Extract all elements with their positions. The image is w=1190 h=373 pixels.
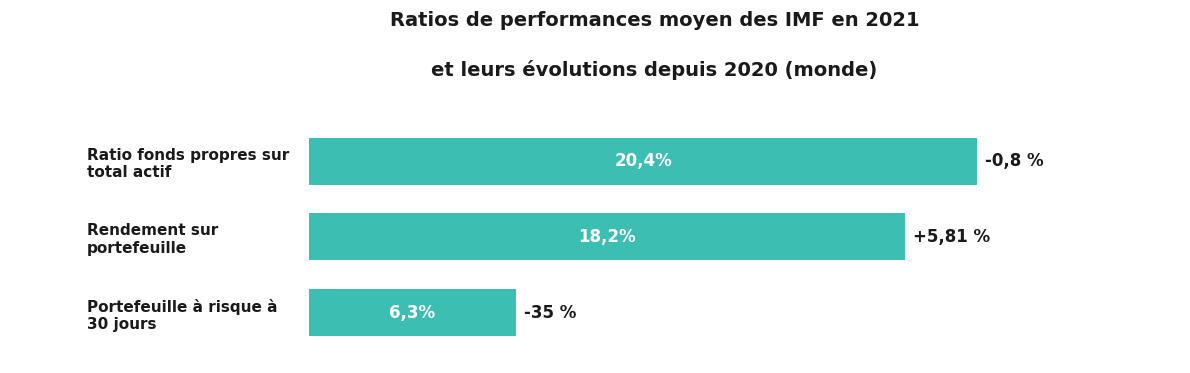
Bar (309, 138, 977, 185)
Text: et leurs évolutions depuis 2020 (monde): et leurs évolutions depuis 2020 (monde) (432, 60, 878, 80)
Text: -35 %: -35 % (524, 304, 576, 322)
Text: 18,2%: 18,2% (578, 228, 635, 246)
Bar (309, 289, 515, 336)
Text: Ratios de performances moyen des IMF en 2021: Ratios de performances moyen des IMF en … (389, 11, 920, 30)
Bar (309, 213, 904, 260)
Text: -0,8 %: -0,8 % (985, 152, 1044, 170)
Text: 20,4%: 20,4% (614, 152, 672, 170)
Text: +5,81 %: +5,81 % (913, 228, 990, 246)
Text: 6,3%: 6,3% (389, 304, 436, 322)
